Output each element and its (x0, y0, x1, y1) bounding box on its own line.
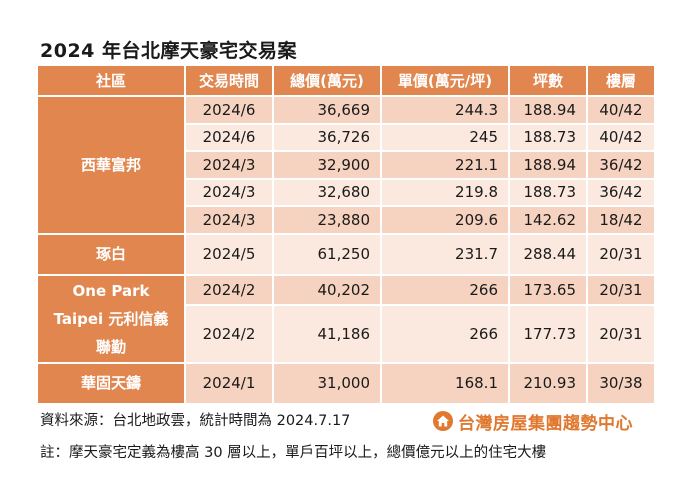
cell-area: 288.44 (508, 232, 588, 276)
cell-area: 142.62 (508, 205, 588, 235)
page-title: 2024 年台北摩天豪宅交易案 (40, 40, 297, 62)
cell-unit-price: 209.6 (380, 205, 510, 235)
cell-total-price: 32,900 (272, 150, 382, 180)
table-row: 2024/3 23,880 209.6 142.62 18/42 (37, 205, 656, 235)
header-community: 社區 (36, 64, 186, 97)
cell-total-price: 41,186 (272, 303, 382, 364)
cell-area: 188.73 (508, 177, 588, 207)
header-floor: 樓層 (586, 64, 656, 97)
cell-date: 2024/1 (184, 361, 274, 406)
cell-area: 188.73 (508, 122, 588, 152)
table-row: 2024/2 41,186 266 177.73 20/31 (37, 303, 656, 364)
data-source-text: 資料來源：台北地政雲，統計時間為 2024.7.17 (40, 413, 351, 429)
community-name: One Park Taipei 元利信義 聯勤 (36, 273, 186, 364)
cell-unit-price: 231.7 (380, 232, 510, 276)
table-row: 2024/3 32,680 219.8 188.73 36/42 (37, 177, 656, 207)
cell-unit-price: 219.8 (380, 177, 510, 207)
cell-unit-price: 266 (380, 273, 510, 306)
cell-floor: 40/42 (586, 95, 656, 125)
cell-area: 173.65 (508, 273, 588, 306)
company-logo: 台灣房屋集團趨勢中心 (432, 409, 633, 434)
cell-unit-price: 244.3 (380, 95, 510, 125)
cell-floor: 36/42 (586, 177, 656, 207)
cell-unit-price: 245 (380, 122, 510, 152)
community-name: 琢白 (36, 232, 186, 276)
cell-unit-price: 266 (380, 303, 510, 364)
table-row: 2024/6 36,726 245 188.73 40/42 (37, 122, 656, 152)
cell-area: 188.94 (508, 95, 588, 125)
cell-floor: 30/38 (586, 361, 656, 406)
header-total-price: 總價(萬元) (272, 64, 382, 97)
cell-date: 2024/6 (184, 122, 274, 152)
cell-date: 2024/3 (184, 205, 274, 235)
cell-total-price: 36,669 (272, 95, 382, 125)
cell-date: 2024/6 (184, 95, 274, 125)
table-row: 琢白 2024/5 61,250 231.7 288.44 20/31 (36, 232, 656, 276)
cell-floor: 20/31 (586, 232, 656, 276)
cell-floor: 40/42 (586, 122, 656, 152)
cell-floor: 20/31 (586, 303, 656, 364)
cell-date: 2024/5 (184, 232, 274, 276)
cell-total-price: 31,000 (272, 361, 382, 406)
transactions-table: 社區 交易時間 總價(萬元) 單價(萬元/坪) 坪數 樓層 西華富邦 2024/… (36, 64, 656, 406)
definition-note: 註：摩天豪宅定義為樓高 30 層以上，單戶百坪以上，總價億元以上的住宅大樓 (40, 445, 547, 461)
cell-date: 2024/2 (184, 303, 274, 364)
cell-date: 2024/2 (184, 273, 274, 306)
community-name-line: One Park (72, 281, 150, 300)
cell-total-price: 23,880 (272, 205, 382, 235)
cell-total-price: 40,202 (272, 273, 382, 306)
cell-unit-price: 221.1 (380, 150, 510, 180)
logo-text: 台灣房屋集團趨勢中心 (458, 413, 633, 434)
cell-total-price: 36,726 (272, 122, 382, 152)
community-name: 華固天鑄 (36, 361, 186, 406)
cell-total-price: 32,680 (272, 177, 382, 207)
table-row: 華固天鑄 2024/1 31,000 168.1 210.93 30/38 (36, 361, 656, 406)
house-logo-icon (433, 411, 453, 431)
cell-date: 2024/3 (184, 177, 274, 207)
cell-floor: 18/42 (586, 205, 656, 235)
cell-floor: 36/42 (586, 150, 656, 180)
cell-unit-price: 168.1 (380, 361, 510, 406)
header-area: 坪數 (508, 64, 588, 97)
cell-date: 2024/3 (184, 150, 274, 180)
table-row: 西華富邦 2024/6 36,669 244.3 188.94 40/42 (36, 95, 656, 235)
cell-floor: 20/31 (586, 273, 656, 306)
community-name-line: 聯勤 (95, 337, 126, 356)
cell-total-price: 61,250 (272, 232, 382, 276)
cell-area: 188.94 (508, 150, 588, 180)
header-date: 交易時間 (184, 64, 274, 97)
cell-area: 210.93 (508, 361, 588, 406)
header-unit-price: 單價(萬元/坪) (380, 64, 510, 97)
cell-area: 177.73 (508, 303, 588, 364)
community-name: 西華富邦 (36, 95, 186, 235)
table-row: 2024/3 32,900 221.1 188.94 36/42 (37, 150, 656, 180)
community-name-line: Taipei 元利信義 (53, 309, 169, 328)
table-row: One Park Taipei 元利信義 聯勤 2024/2 40,202 26… (36, 273, 656, 364)
table-header-row: 社區 交易時間 總價(萬元) 單價(萬元/坪) 坪數 樓層 (36, 64, 656, 97)
